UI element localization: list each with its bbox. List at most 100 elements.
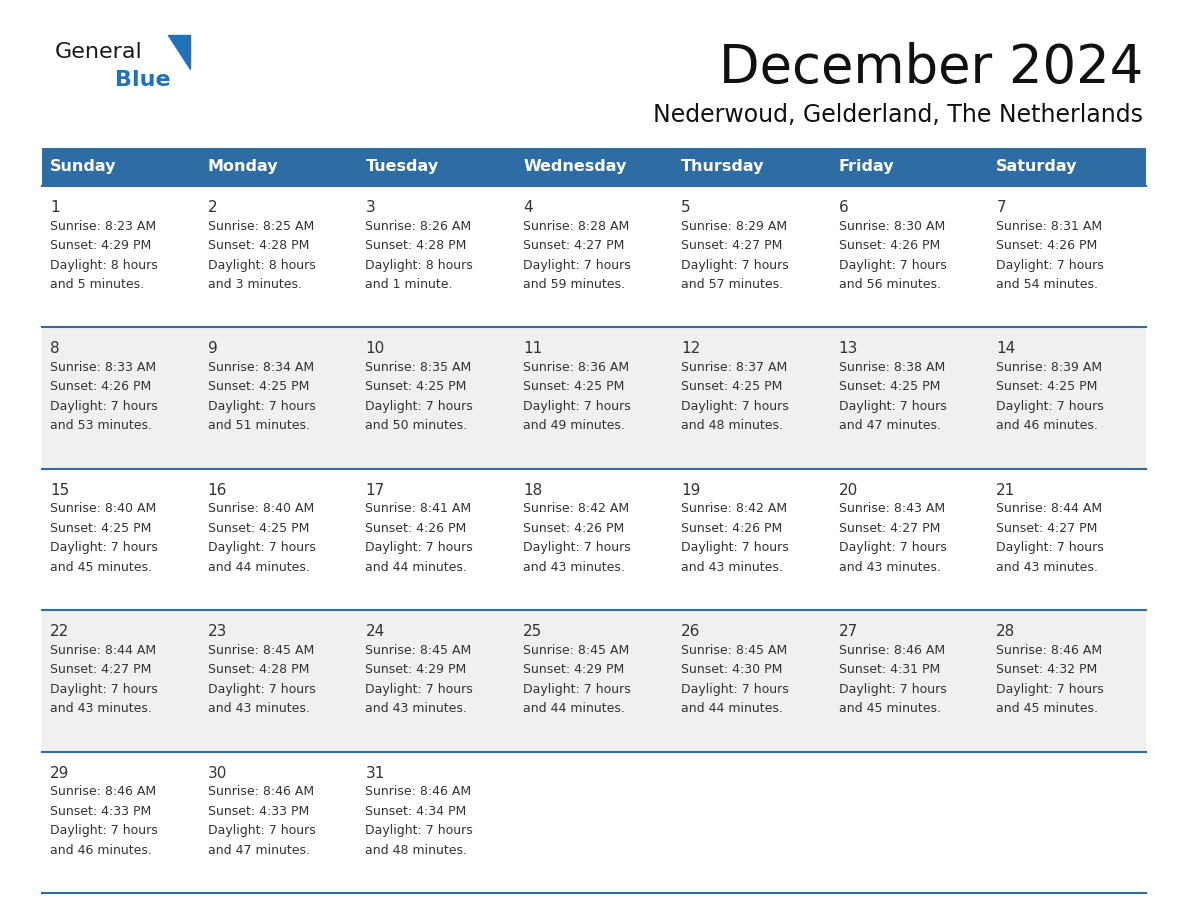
Polygon shape: [168, 35, 190, 69]
Text: Sunrise: 8:46 AM: Sunrise: 8:46 AM: [208, 785, 314, 798]
Text: and 56 minutes.: and 56 minutes.: [839, 278, 941, 291]
Text: Daylight: 7 hours: Daylight: 7 hours: [523, 542, 631, 554]
Text: Thursday: Thursday: [681, 160, 764, 174]
Text: 3: 3: [366, 200, 375, 215]
Text: Sunset: 4:25 PM: Sunset: 4:25 PM: [681, 380, 782, 394]
Text: Daylight: 7 hours: Daylight: 7 hours: [997, 400, 1104, 413]
Text: 8: 8: [50, 341, 59, 356]
Text: Sunset: 4:28 PM: Sunset: 4:28 PM: [366, 239, 467, 252]
Text: and 44 minutes.: and 44 minutes.: [523, 702, 625, 715]
Text: Daylight: 7 hours: Daylight: 7 hours: [366, 542, 473, 554]
Text: Sunrise: 8:45 AM: Sunrise: 8:45 AM: [523, 644, 630, 656]
Text: and 45 minutes.: and 45 minutes.: [50, 561, 152, 574]
Text: and 46 minutes.: and 46 minutes.: [997, 420, 1098, 432]
Text: Sunset: 4:26 PM: Sunset: 4:26 PM: [997, 239, 1098, 252]
Text: Sunset: 4:26 PM: Sunset: 4:26 PM: [523, 521, 625, 535]
Text: Daylight: 7 hours: Daylight: 7 hours: [50, 683, 158, 696]
Text: Daylight: 7 hours: Daylight: 7 hours: [681, 683, 789, 696]
Text: Sunrise: 8:30 AM: Sunrise: 8:30 AM: [839, 219, 944, 232]
Text: 27: 27: [839, 624, 858, 639]
Text: Daylight: 7 hours: Daylight: 7 hours: [50, 542, 158, 554]
Text: and 45 minutes.: and 45 minutes.: [839, 702, 941, 715]
Text: December 2024: December 2024: [719, 42, 1143, 94]
Bar: [42, 148, 1146, 186]
Text: 24: 24: [366, 624, 385, 639]
Bar: [42, 752, 1146, 893]
Text: 31: 31: [366, 766, 385, 780]
Text: and 43 minutes.: and 43 minutes.: [839, 561, 941, 574]
Text: 10: 10: [366, 341, 385, 356]
Text: 22: 22: [50, 624, 69, 639]
Text: Daylight: 8 hours: Daylight: 8 hours: [208, 259, 316, 272]
Text: Sunrise: 8:39 AM: Sunrise: 8:39 AM: [997, 361, 1102, 374]
Text: Sunset: 4:32 PM: Sunset: 4:32 PM: [997, 663, 1098, 677]
Text: Sunset: 4:29 PM: Sunset: 4:29 PM: [366, 663, 467, 677]
Text: 5: 5: [681, 200, 690, 215]
Text: Sunset: 4:29 PM: Sunset: 4:29 PM: [50, 239, 151, 252]
Text: Sunrise: 8:42 AM: Sunrise: 8:42 AM: [681, 502, 786, 515]
Text: and 43 minutes.: and 43 minutes.: [523, 561, 625, 574]
Text: and 47 minutes.: and 47 minutes.: [839, 420, 941, 432]
Text: Sunrise: 8:31 AM: Sunrise: 8:31 AM: [997, 219, 1102, 232]
Text: and 49 minutes.: and 49 minutes.: [523, 420, 625, 432]
Text: 15: 15: [50, 483, 69, 498]
Text: Sunrise: 8:44 AM: Sunrise: 8:44 AM: [997, 502, 1102, 515]
Text: Daylight: 8 hours: Daylight: 8 hours: [366, 259, 473, 272]
Text: Sunset: 4:25 PM: Sunset: 4:25 PM: [366, 380, 467, 394]
Text: Sunset: 4:27 PM: Sunset: 4:27 PM: [997, 521, 1098, 535]
Text: 4: 4: [523, 200, 532, 215]
Text: Daylight: 7 hours: Daylight: 7 hours: [50, 824, 158, 837]
Text: Sunrise: 8:44 AM: Sunrise: 8:44 AM: [50, 644, 156, 656]
Text: Sunset: 4:25 PM: Sunset: 4:25 PM: [997, 380, 1098, 394]
Text: Blue: Blue: [115, 70, 171, 90]
Text: Sunset: 4:34 PM: Sunset: 4:34 PM: [366, 804, 467, 818]
Text: and 43 minutes.: and 43 minutes.: [997, 561, 1098, 574]
Text: Sunset: 4:30 PM: Sunset: 4:30 PM: [681, 663, 782, 677]
Text: Nederwoud, Gelderland, The Netherlands: Nederwoud, Gelderland, The Netherlands: [653, 103, 1143, 127]
Bar: [42, 610, 1146, 752]
Text: 13: 13: [839, 341, 858, 356]
Text: Sunset: 4:25 PM: Sunset: 4:25 PM: [839, 380, 940, 394]
Text: Sunrise: 8:40 AM: Sunrise: 8:40 AM: [208, 502, 314, 515]
Bar: [42, 186, 1146, 328]
Text: Sunrise: 8:45 AM: Sunrise: 8:45 AM: [366, 644, 472, 656]
Text: and 44 minutes.: and 44 minutes.: [681, 702, 783, 715]
Text: Sunrise: 8:26 AM: Sunrise: 8:26 AM: [366, 219, 472, 232]
Text: Sunday: Sunday: [50, 160, 116, 174]
Text: and 48 minutes.: and 48 minutes.: [366, 844, 467, 856]
Text: 25: 25: [523, 624, 543, 639]
Text: Daylight: 7 hours: Daylight: 7 hours: [366, 824, 473, 837]
Text: Sunset: 4:25 PM: Sunset: 4:25 PM: [50, 521, 151, 535]
Text: Daylight: 7 hours: Daylight: 7 hours: [208, 824, 316, 837]
Text: Sunrise: 8:37 AM: Sunrise: 8:37 AM: [681, 361, 788, 374]
Text: Sunset: 4:25 PM: Sunset: 4:25 PM: [208, 380, 309, 394]
Text: Daylight: 8 hours: Daylight: 8 hours: [50, 259, 158, 272]
Text: Daylight: 7 hours: Daylight: 7 hours: [997, 259, 1104, 272]
Text: Sunrise: 8:41 AM: Sunrise: 8:41 AM: [366, 502, 472, 515]
Text: Monday: Monday: [208, 160, 278, 174]
Text: and 46 minutes.: and 46 minutes.: [50, 844, 152, 856]
Bar: [42, 328, 1146, 469]
Text: Sunrise: 8:40 AM: Sunrise: 8:40 AM: [50, 502, 157, 515]
Text: General: General: [55, 42, 143, 62]
Text: 16: 16: [208, 483, 227, 498]
Bar: [42, 469, 1146, 610]
Text: 26: 26: [681, 624, 700, 639]
Text: Tuesday: Tuesday: [366, 160, 438, 174]
Text: Sunset: 4:28 PM: Sunset: 4:28 PM: [208, 239, 309, 252]
Text: Sunrise: 8:23 AM: Sunrise: 8:23 AM: [50, 219, 156, 232]
Text: Daylight: 7 hours: Daylight: 7 hours: [523, 683, 631, 696]
Text: Sunset: 4:29 PM: Sunset: 4:29 PM: [523, 663, 625, 677]
Text: and 5 minutes.: and 5 minutes.: [50, 278, 144, 291]
Text: and 54 minutes.: and 54 minutes.: [997, 278, 1098, 291]
Text: 29: 29: [50, 766, 69, 780]
Text: Sunrise: 8:45 AM: Sunrise: 8:45 AM: [208, 644, 314, 656]
Text: Sunrise: 8:45 AM: Sunrise: 8:45 AM: [681, 644, 788, 656]
Text: Sunrise: 8:46 AM: Sunrise: 8:46 AM: [366, 785, 472, 798]
Text: 23: 23: [208, 624, 227, 639]
Text: Sunset: 4:27 PM: Sunset: 4:27 PM: [50, 663, 151, 677]
Text: Sunrise: 8:43 AM: Sunrise: 8:43 AM: [839, 502, 944, 515]
Text: Sunrise: 8:42 AM: Sunrise: 8:42 AM: [523, 502, 630, 515]
Text: and 43 minutes.: and 43 minutes.: [208, 702, 310, 715]
Text: Daylight: 7 hours: Daylight: 7 hours: [366, 400, 473, 413]
